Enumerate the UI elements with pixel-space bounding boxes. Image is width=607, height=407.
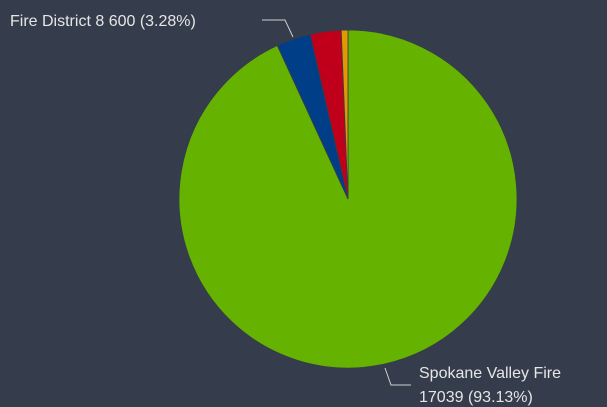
- category-label: Fire District 8: [10, 13, 104, 30]
- label-connector: [384, 367, 411, 386]
- slice-label: Fire District 8 600 (3.28%): [10, 13, 196, 30]
- value-label: 17039 (93.13%): [419, 389, 533, 406]
- value-label: 600 (3.28%): [109, 13, 196, 30]
- pie-slice: [340, 29, 349, 200]
- pie: [178, 29, 518, 369]
- category-label: Spokane Valley Fire: [419, 365, 561, 382]
- label-connector: [262, 19, 294, 38]
